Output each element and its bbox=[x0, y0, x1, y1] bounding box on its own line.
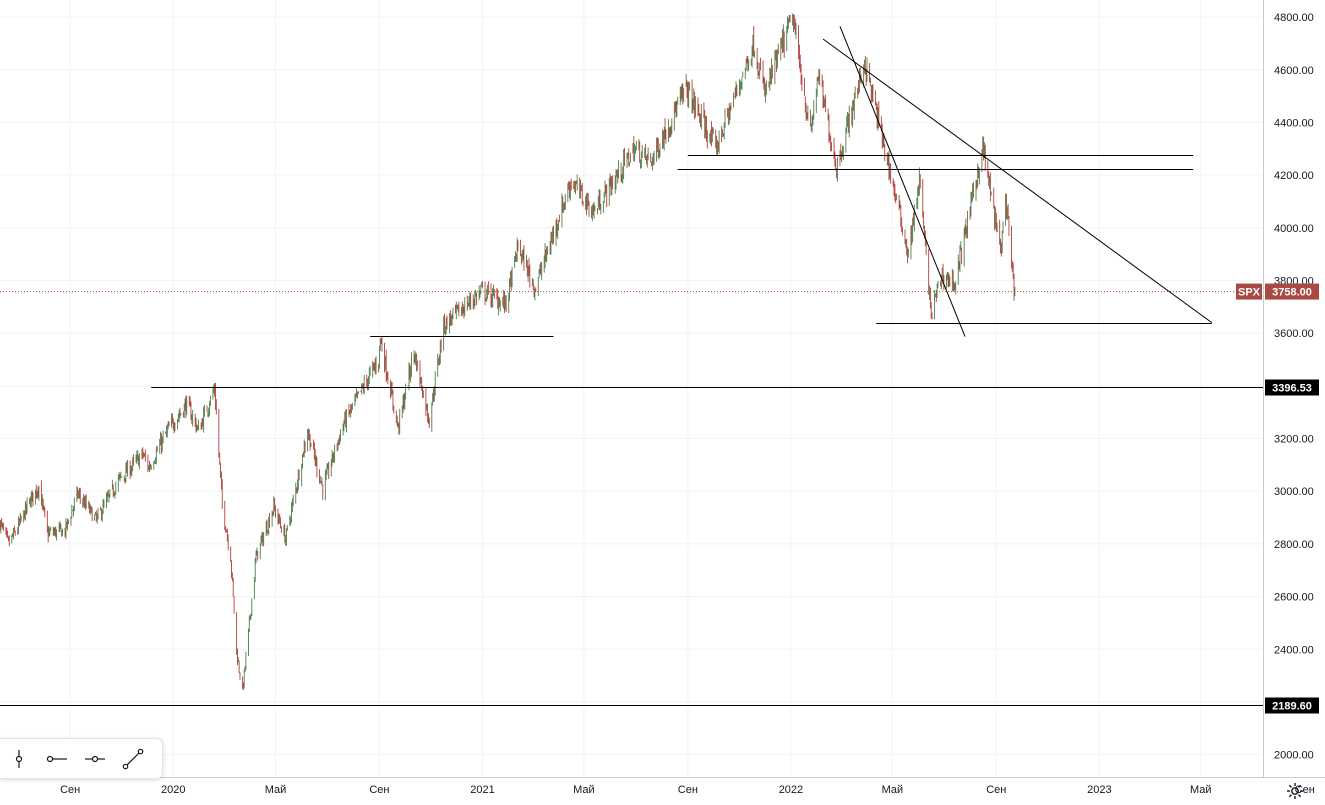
gear-icon bbox=[1287, 783, 1303, 799]
level-tag bbox=[1265, 697, 1319, 714]
trend-line-icon bbox=[122, 748, 144, 769]
level-tag bbox=[1265, 379, 1319, 396]
level-tag-label: 2189.60 bbox=[1272, 701, 1312, 713]
y-tick-label: 4000.00 bbox=[1274, 223, 1314, 235]
drawings[interactable] bbox=[0, 26, 1263, 706]
candles-series bbox=[0, 13, 1016, 691]
symbol-tag bbox=[1236, 283, 1262, 300]
x-tick-label: 2022 bbox=[779, 784, 803, 796]
x-tick-label: 2023 bbox=[1087, 784, 1111, 796]
x-tick-label: Сен bbox=[369, 784, 389, 796]
x-tick-label: Май bbox=[1190, 784, 1212, 796]
y-tick-label: 2800.00 bbox=[1274, 539, 1314, 551]
last-price-tag bbox=[1265, 283, 1319, 300]
y-tick-label: 4400.00 bbox=[1274, 117, 1314, 129]
y-tick-label: 2400.00 bbox=[1274, 644, 1314, 656]
level-tag-label: 3396.53 bbox=[1272, 383, 1312, 395]
y-tick-label: 2600.00 bbox=[1274, 592, 1314, 604]
x-axis-ticks: Сен 2020 Май Сен 2021 Май Сен 2022 Май Сен 2023 Май… bbox=[60, 784, 1315, 796]
horizontal-line-icon bbox=[85, 755, 105, 762]
last-price-label: 3758.00 bbox=[1272, 287, 1312, 299]
axis-tags: 3396.53 2189.60 SPX 3758.00 bbox=[1236, 283, 1319, 714]
y-tick-label: 3200.00 bbox=[1274, 434, 1314, 446]
drawing-toolbar bbox=[0, 738, 163, 779]
x-tick-label: 2020 bbox=[161, 784, 185, 796]
y-tick-label: 2000.00 bbox=[1274, 750, 1314, 762]
chart-grid bbox=[0, 0, 1263, 777]
tool-horizontal-ray[interactable] bbox=[38, 740, 76, 778]
trend-line[interactable] bbox=[822, 38, 1213, 324]
symbol-tag-label: SPX bbox=[1238, 287, 1261, 299]
tool-vertical-line[interactable] bbox=[0, 740, 38, 778]
x-tick-label: Сен bbox=[678, 784, 698, 796]
tool-trend-line[interactable] bbox=[114, 740, 152, 778]
y-tick-label: 3000.00 bbox=[1274, 486, 1314, 498]
tool-horizontal-line[interactable] bbox=[76, 740, 114, 778]
x-tick-label: Май bbox=[265, 784, 287, 796]
y-tick-label: 4800.00 bbox=[1274, 12, 1314, 24]
axes bbox=[0, 0, 1325, 778]
x-tick-label: Сен bbox=[986, 784, 1006, 796]
trend-line[interactable] bbox=[839, 26, 966, 337]
vertical-line-icon bbox=[15, 749, 23, 768]
y-tick-label: 4200.00 bbox=[1274, 170, 1314, 182]
x-tick-label: 2021 bbox=[470, 784, 494, 796]
x-tick-label: Май bbox=[573, 784, 595, 796]
x-tick-label: Сен bbox=[60, 784, 80, 796]
horizontal-ray-icon bbox=[46, 755, 67, 762]
x-tick-label: Май bbox=[882, 784, 904, 796]
y-tick-label: 4600.00 bbox=[1274, 65, 1314, 77]
y-tick-label: 3600.00 bbox=[1274, 328, 1314, 340]
chart-settings-button[interactable] bbox=[1284, 780, 1306, 802]
